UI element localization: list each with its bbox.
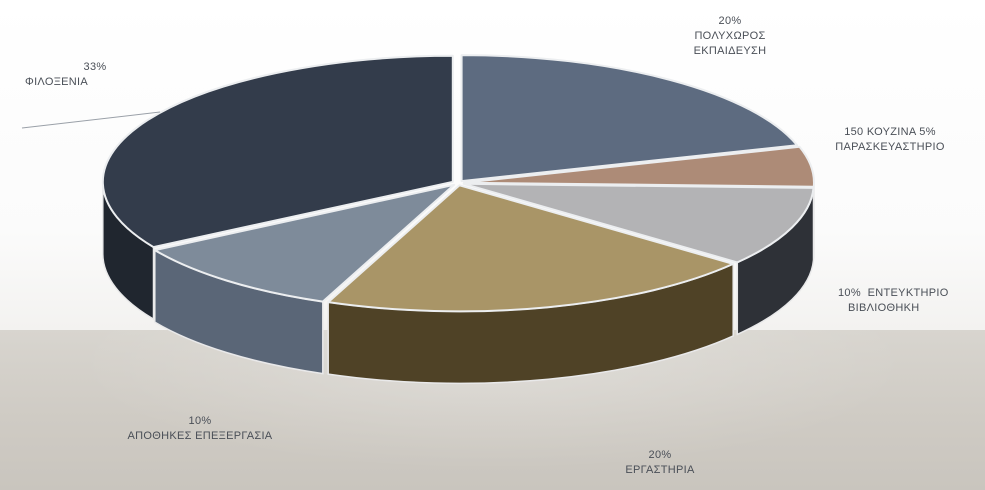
label-apothikes-line1: ΑΠΟΘΗΚΕΣ ΕΠΕΞΕΡΓΑΣΙΑ bbox=[127, 430, 273, 442]
label-polyxoros: 20% ΠΟΛΥΧΩΡΟΣ ΕΚΠΑΙΔΕΥΣΗ bbox=[660, 14, 800, 59]
label-polyxoros-line2: ΕΚΠΑΙΔΕΥΣΗ bbox=[693, 45, 767, 57]
label-ergastiria: 20% ΕΡΓΑΣΤΗΡΙΑ bbox=[600, 448, 720, 478]
label-polyxoros-line1: ΠΟΛΥΧΩΡΟΣ bbox=[694, 30, 766, 42]
label-ergastiria-pct: 20% bbox=[648, 449, 672, 461]
label-entefktirio-name: ΕΝΤΕΥΚΤΗΡΙΟ bbox=[867, 287, 949, 299]
label-entefktirio-line1: 10% ΕΝΤΕΥΚΤΗΡΙΟ bbox=[838, 286, 983, 301]
label-filoxenia-pct: 33% bbox=[83, 61, 107, 73]
pie-slice-polyxoros bbox=[460, 54, 799, 183]
pie-top-faces bbox=[101, 54, 815, 313]
label-entefktirio: 10% ΕΝΤΕΥΚΤΗΡΙΟ ΒΙΒΛΙΟΘΗΚΗ bbox=[838, 286, 983, 316]
label-filoxenia-line1: ΦΙΛΟΞΕΝΙΑ bbox=[25, 76, 89, 88]
pie-slice-filoxenia bbox=[101, 54, 454, 249]
label-ergastiria-line1: ΕΡΓΑΣΤΗΡΙΑ bbox=[625, 464, 695, 476]
pie-slice-entefktirio bbox=[462, 182, 815, 264]
pie-slice-ergastiria bbox=[327, 184, 735, 313]
label-apothikes-pct: 10% bbox=[188, 415, 212, 427]
pie-slice-kouzina bbox=[463, 145, 815, 188]
label-apothikes: 10% ΑΠΟΘΗΚΕΣ ΕΠΕΞΕΡΓΑΣΙΑ bbox=[75, 414, 325, 444]
pie-slice-apothikes bbox=[153, 183, 456, 303]
label-kouzina-line2: ΠΑΡΑΣΚΕΥΑΣΤΗΡΙΟ bbox=[835, 141, 945, 153]
label-kouzina: 150 ΚΟΥΖΙΝΑ 5% ΠΑΡΑΣΚΕΥΑΣΤΗΡΙΟ bbox=[800, 125, 980, 155]
label-entefktirio-line2: ΒΙΒΛΙΟΘΗΚΗ bbox=[848, 302, 920, 314]
label-kouzina-line1: 150 ΚΟΥΖΙΝΑ 5% bbox=[844, 126, 936, 138]
label-entefktirio-pct: 10% bbox=[838, 287, 861, 299]
label-polyxoros-pct: 20% bbox=[718, 15, 742, 27]
leader-line-filoxenia bbox=[21, 111, 161, 129]
pie-side-walls bbox=[102, 181, 815, 385]
label-leader-lines bbox=[21, 111, 161, 129]
label-filoxenia: 33% ΦΙΛΟΞΕΝΙΑ bbox=[25, 60, 135, 90]
